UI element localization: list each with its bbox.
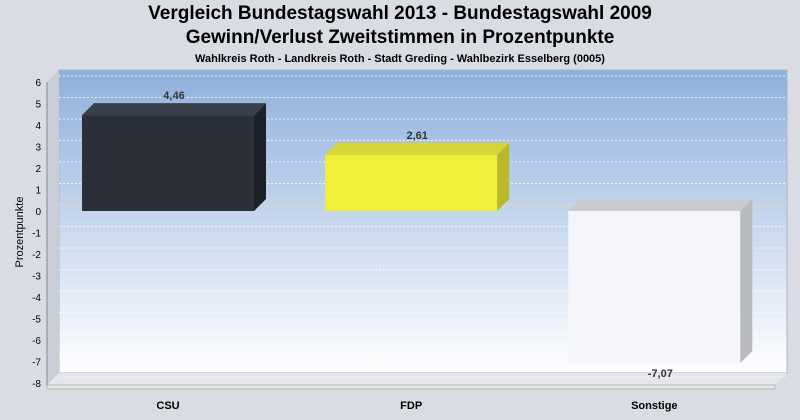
y-tick-label: 4 [35, 121, 41, 132]
y-tick-label: -4 [32, 293, 41, 304]
bar-fdp[interactable] [325, 142, 510, 211]
plot-floor [47, 373, 787, 385]
chart-title: Vergleich Bundestagswahl 2013 - Bundesta… [148, 3, 652, 24]
x-tick-label: Sonstige [631, 400, 677, 412]
bar-sonstige[interactable] [568, 199, 753, 364]
bar-side [740, 199, 753, 364]
plot-base [46, 384, 776, 390]
y-tick-label: -5 [32, 315, 41, 326]
y-tick-label: -2 [32, 250, 41, 261]
bar-front[interactable] [568, 211, 741, 364]
data-label: 4,46 [163, 90, 184, 102]
bar-top [568, 199, 753, 211]
y-tick-label: -6 [32, 336, 41, 347]
x-tick-label: CSU [156, 400, 179, 412]
y-tick-label: -7 [32, 358, 41, 369]
y-tick-label: 0 [35, 207, 41, 218]
bar-side [254, 103, 266, 211]
chart-subtitle: Gewinn/Verlust Zweitstimmen in Prozentpu… [185, 27, 615, 48]
bar-side [497, 142, 510, 211]
y-tick-label: 1 [35, 186, 41, 197]
plot-left-wall [47, 70, 59, 385]
y-tick-label: 2 [35, 164, 41, 175]
bar-front[interactable] [82, 115, 254, 211]
data-label: -7,07 [648, 368, 673, 380]
data-label: 2,61 [406, 130, 427, 142]
bar-csu[interactable] [82, 103, 266, 211]
bar-top [82, 103, 266, 116]
y-axis-label: Prozentpunkte [14, 197, 26, 268]
bar-top [325, 142, 510, 155]
y-tick-label: -8 [32, 379, 41, 390]
y-tick-label: -3 [32, 272, 41, 283]
y-tick-label: -1 [32, 229, 41, 240]
y-tick-label: 3 [35, 143, 41, 154]
bar-front[interactable] [325, 154, 498, 211]
chart-subtitle-2: Wahlkreis Roth - Landkreis Roth - Stadt … [195, 53, 605, 65]
x-tick-label: FDP [400, 400, 422, 412]
y-tick-label: 6 [35, 78, 41, 89]
y-tick-label: 5 [35, 100, 41, 111]
